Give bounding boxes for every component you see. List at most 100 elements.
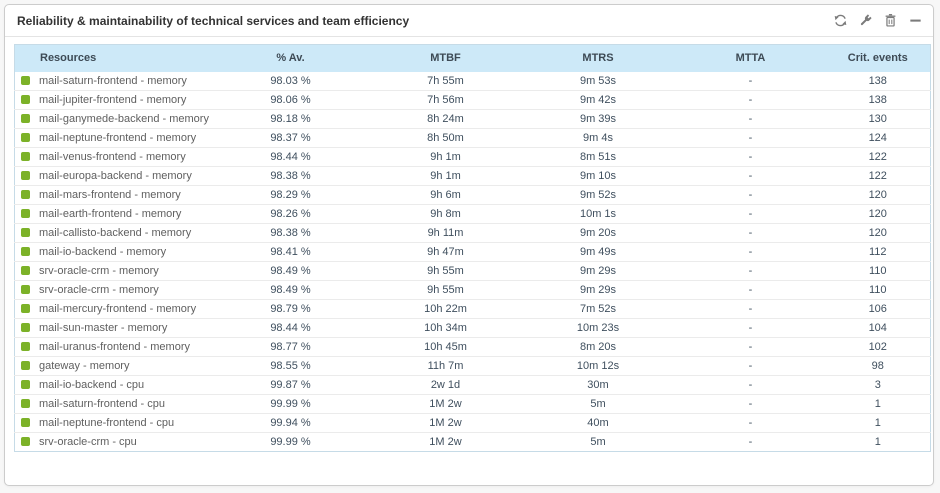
- table-row[interactable]: mail-saturn-frontend - memory 98.03 % 7h 5…: [14, 71, 931, 91]
- resource-name: mail-mercury-frontend - memory: [39, 303, 197, 315]
- table-row[interactable]: gateway - memory 98.55 % 11h 7m 10m 12s -98: [14, 356, 931, 376]
- cell-mtta: -: [675, 261, 826, 281]
- table-row[interactable]: mail-neptune-frontend - memory 98.37 % 8h …: [14, 128, 931, 148]
- cell-mtbf: 1M 2w: [370, 413, 521, 433]
- cell-mtta: -: [675, 223, 826, 243]
- cell-mtbf: 8h 50m: [370, 128, 521, 148]
- cell-crit_events: 124: [825, 128, 931, 148]
- cell-resource: mail-io-backend - memory: [14, 242, 211, 262]
- status-ok-icon: [21, 418, 30, 427]
- cell-availability: 98.79 %: [210, 299, 371, 319]
- cell-resource: mail-saturn-frontend - cpu: [14, 394, 211, 414]
- cell-mtrs: 9m 29s: [520, 280, 676, 300]
- cell-resource: mail-mercury-frontend - memory: [14, 299, 211, 319]
- cell-mtbf: 9h 1m: [370, 147, 521, 167]
- cell-mtta: -: [675, 356, 826, 376]
- resource-name: mail-io-backend - memory: [39, 246, 167, 258]
- cell-availability: 98.26 %: [210, 204, 371, 224]
- resource-name: srv-oracle-crm - memory: [39, 265, 159, 277]
- widget-header: Reliability & maintainability of technic…: [5, 5, 933, 37]
- table-row[interactable]: mail-venus-frontend - memory 98.44 % 9h 1m…: [14, 147, 931, 167]
- cell-mtta: -: [675, 128, 826, 148]
- resource-name: mail-ganymede-backend - memory: [39, 113, 209, 125]
- table-row[interactable]: mail-europa-backend - memory 98.38 % 9h 1m…: [14, 166, 931, 186]
- status-ok-icon: [21, 209, 30, 218]
- resource-name: mail-jupiter-frontend - memory: [39, 94, 187, 106]
- resource-name: mail-uranus-frontend - memory: [39, 341, 190, 353]
- column-header-crit_events: Crit. events: [825, 44, 931, 72]
- cell-availability: 98.03 %: [210, 71, 371, 91]
- cell-availability: 98.44 %: [210, 147, 371, 167]
- cell-resource: mail-mars-frontend - memory: [14, 185, 211, 205]
- cell-crit_events: 104: [825, 318, 931, 338]
- table-row[interactable]: mail-earth-frontend - memory 98.26 % 9h 8m…: [14, 204, 931, 224]
- column-header-mtrs: MTRS: [520, 44, 676, 72]
- widget-toolbar: [833, 13, 923, 28]
- table-row[interactable]: mail-neptune-frontend - cpu 99.94 % 1M 2w 4…: [14, 413, 931, 433]
- cell-mtrs: 8m 51s: [520, 147, 676, 167]
- resource-name: mail-mars-frontend - memory: [39, 189, 181, 201]
- cell-resource: mail-io-backend - cpu: [14, 375, 211, 395]
- cell-availability: 98.44 %: [210, 318, 371, 338]
- table-row[interactable]: srv-oracle-crm - cpu 99.99 % 1M 2w 5m - 1: [15, 433, 931, 452]
- cell-mtta: -: [675, 394, 826, 414]
- minimize-icon[interactable]: [908, 13, 923, 28]
- status-ok-icon: [21, 342, 30, 351]
- resource-name: gateway - memory: [39, 360, 130, 372]
- cell-availability: 98.55 %: [210, 356, 371, 376]
- cell-availability: 99.99 %: [270, 436, 311, 448]
- status-ok-icon: [21, 323, 30, 332]
- status-ok-icon: [21, 266, 30, 275]
- cell-mtrs: 30m: [520, 375, 676, 395]
- resource-name: mail-earth-frontend - memory: [39, 208, 182, 220]
- cell-crit_events: 1: [825, 394, 931, 414]
- cell-resource: mail-neptune-frontend - cpu: [14, 413, 211, 433]
- table-row[interactable]: srv-oracle-crm - memory 98.49 % 9h 55m 9m 2…: [14, 261, 931, 281]
- table-row[interactable]: mail-sun-master - memory 98.44 % 10h 34m 10…: [14, 318, 931, 338]
- table-row[interactable]: mail-saturn-frontend - cpu 99.99 % 1M 2w 5m…: [14, 394, 931, 414]
- cell-crit_events: 130: [825, 109, 931, 129]
- cell-mtbf: 9h 55m: [370, 261, 521, 281]
- refresh-icon[interactable]: [833, 13, 848, 28]
- table-row[interactable]: mail-mars-frontend - memory 98.29 % 9h 6m 9…: [14, 185, 931, 205]
- status-ok-icon: [21, 171, 30, 180]
- cell-mtbf: 9h 6m: [370, 185, 521, 205]
- trash-icon[interactable]: [883, 13, 898, 28]
- cell-mtbf: 2w 1d: [370, 375, 521, 395]
- table-row[interactable]: mail-callisto-backend - memory 98.38 % 9h …: [14, 223, 931, 243]
- table-row[interactable]: mail-ganymede-backend - memory 98.18 % 8h …: [14, 109, 931, 129]
- cell-availability: 98.77 %: [210, 337, 371, 357]
- cell-mtta: -: [675, 185, 826, 205]
- table-row[interactable]: mail-io-backend - memory 98.41 % 9h 47m 9m …: [14, 242, 931, 262]
- cell-resource: srv-oracle-crm - cpu: [15, 433, 211, 452]
- cell-mtta: -: [675, 71, 826, 91]
- cell-resource: gateway - memory: [14, 356, 211, 376]
- table-header-row: Resources% Av. MTBF MTRS MTTA Crit. events: [14, 44, 931, 72]
- cell-mtrs: 9m 29s: [520, 261, 676, 281]
- resource-name: mail-sun-master - memory: [39, 322, 168, 334]
- cell-mtrs: 9m 42s: [520, 90, 676, 110]
- wrench-icon[interactable]: [858, 13, 873, 28]
- table-row[interactable]: mail-io-backend - cpu 99.87 % 2w 1d 30m -3: [14, 375, 931, 395]
- table-row[interactable]: mail-uranus-frontend - memory 98.77 % 10h …: [14, 337, 931, 357]
- cell-mtta: -: [675, 318, 826, 338]
- cell-availability: 98.06 %: [210, 90, 371, 110]
- cell-mtrs: 8m 20s: [520, 337, 676, 357]
- cell-crit_events: 120: [825, 204, 931, 224]
- status-ok-icon: [21, 380, 30, 389]
- cell-mtbf: 8h 24m: [370, 109, 521, 129]
- cell-availability: 98.29 %: [210, 185, 371, 205]
- cell-crit_events: 110: [825, 261, 931, 281]
- table-row[interactable]: srv-oracle-crm - memory 98.49 % 9h 55m 9m 2…: [14, 280, 931, 300]
- cell-crit_events: 106: [825, 299, 931, 319]
- table-row[interactable]: mail-mercury-frontend - memory 98.79 % 10h…: [14, 299, 931, 319]
- resource-name: mail-saturn-frontend - cpu: [39, 398, 165, 410]
- table-row[interactable]: mail-jupiter-frontend - memory 98.06 % 7h …: [14, 90, 931, 110]
- resource-name: mail-callisto-backend - memory: [39, 227, 192, 239]
- reliability-table-wrap: Resources% Av. MTBF MTRS MTTA Crit. events m…: [14, 44, 931, 452]
- cell-mtbf: 9h 55m: [370, 280, 521, 300]
- cell-mtrs: 5m: [590, 436, 606, 448]
- cell-crit_events: 138: [825, 90, 931, 110]
- cell-mtbf: 9h 11m: [370, 223, 521, 243]
- cell-mtta: -: [675, 299, 826, 319]
